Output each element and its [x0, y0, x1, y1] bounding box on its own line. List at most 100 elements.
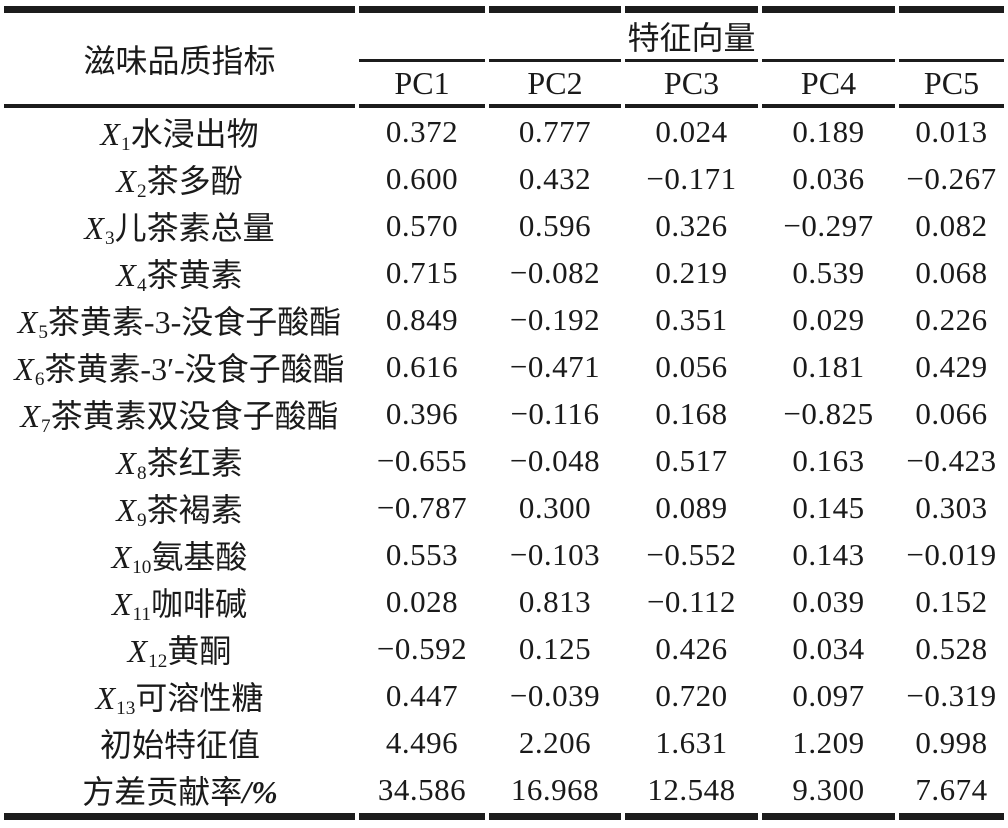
value-cell-pc2: 0.813 — [518, 583, 592, 619]
value-cell-pc4: 9.300 — [762, 766, 895, 820]
pca-eigenvector-table: 滋味品质指标 特征向量 PC1 PC2 PC3 PC4 PC5 X1水浸出物 0… — [0, 6, 1008, 820]
value-cell-pc4: 0.034 — [792, 630, 865, 666]
row-label: 茶红素 — [146, 444, 243, 481]
value-cell-pc3: 0.517 — [655, 442, 728, 478]
table-row: X7茶黄素双没食子酸酯 0.396 −0.116 0.168 −0.825 0.… — [4, 390, 1004, 437]
value-cell-pc4: 1.209 — [792, 724, 865, 760]
variable-subscript: 12 — [148, 650, 168, 672]
value-cell-pc5: 0.066 — [915, 395, 988, 431]
value-cell-pc2: 2.206 — [518, 724, 592, 760]
header-group-row: 滋味品质指标 特征向量 — [4, 6, 1004, 108]
variable-symbol: X — [100, 115, 120, 152]
table-body: X1水浸出物 0.372 0.777 0.024 0.189 0.013 X2茶… — [4, 108, 1004, 820]
variable-symbol: X — [84, 209, 104, 246]
value-cell-pc3: 12.548 — [625, 766, 758, 820]
table-row: X4茶黄素 0.715 −0.082 0.219 0.539 0.068 — [4, 249, 1004, 296]
value-cell-pc4: 0.181 — [792, 348, 865, 384]
value-cell-pc5: 0.152 — [915, 583, 988, 619]
table-row: X6茶黄素-3′-没食子酸酯 0.616 −0.471 0.056 0.181 … — [4, 343, 1004, 390]
row-label-suffix: /% — [242, 773, 278, 810]
value-cell-pc1: 4.496 — [385, 724, 459, 760]
value-cell-pc5: −0.267 — [906, 160, 997, 196]
value-cell-pc4: 0.145 — [792, 489, 865, 525]
row-label-cell: X12黄酮 — [4, 625, 355, 672]
table-row: X3儿茶素总量 0.570 0.596 0.326 −0.297 0.082 — [4, 202, 1004, 249]
variable-subscript: 3 — [104, 227, 115, 249]
value-cell-pc2: −0.471 — [509, 348, 601, 384]
variable-subscript: 10 — [132, 556, 152, 578]
value-cell-pc3: −0.112 — [646, 583, 737, 619]
value-cell-pc4: −0.297 — [783, 207, 874, 243]
value-cell-pc2: −0.103 — [509, 536, 601, 572]
row-label-cell: X4茶黄素 — [4, 249, 355, 296]
value-cell-pc2: −0.116 — [510, 395, 600, 431]
value-cell-pc3: 0.089 — [655, 489, 728, 525]
value-cell-pc1: 0.028 — [385, 583, 459, 619]
value-cell-pc1: 0.570 — [385, 207, 459, 243]
row-label: 水浸出物 — [130, 115, 259, 152]
row-label-cell: X8茶红素 — [4, 437, 355, 484]
row-label-cell: X13可溶性糖 — [4, 672, 355, 719]
value-cell-pc4: 0.039 — [792, 583, 865, 619]
variable-symbol: X — [116, 491, 136, 528]
value-cell-pc4: −0.825 — [783, 395, 874, 431]
value-cell-pc3: 0.351 — [655, 301, 728, 337]
group-header-segment — [359, 6, 485, 62]
table-row: X10氨基酸 0.553 −0.103 −0.552 0.143 −0.019 — [4, 531, 1004, 578]
col-header-pc5: PC5 — [899, 62, 1004, 108]
table-row: X8茶红素 −0.655 −0.048 0.517 0.163 −0.423 — [4, 437, 1004, 484]
row-label-cell: X10氨基酸 — [4, 531, 355, 578]
variable-symbol: X — [116, 444, 136, 481]
value-cell-pc3: 0.168 — [655, 395, 728, 431]
value-cell-pc1: 0.553 — [385, 536, 459, 572]
row-label: 茶多酚 — [146, 162, 243, 199]
variable-symbol: X — [116, 162, 136, 199]
value-cell-pc2: 0.300 — [518, 489, 592, 525]
col-header-taste-quality-indicator: 滋味品质指标 — [4, 6, 355, 108]
row-label: 黄酮 — [167, 632, 232, 669]
variable-subscript: 9 — [136, 509, 147, 531]
table-row: 方差贡献率/% 34.586 16.968 12.548 9.300 7.674 — [4, 766, 1004, 820]
value-cell-pc2: 0.777 — [518, 113, 592, 149]
value-cell-pc4: 0.036 — [792, 160, 865, 196]
variable-symbol: X — [20, 397, 40, 434]
value-cell-pc4: 0.539 — [792, 254, 865, 290]
row-label-cell: X11咖啡碱 — [4, 578, 355, 625]
value-cell-pc1: −0.655 — [376, 442, 468, 478]
value-cell-pc1: 0.616 — [385, 348, 459, 384]
value-cell-pc5: 7.674 — [899, 766, 1004, 820]
row-label-cell: X9茶褐素 — [4, 484, 355, 531]
group-header-segment — [762, 6, 895, 62]
col-header-pc1: PC1 — [359, 62, 485, 108]
value-cell-pc1: 0.715 — [385, 254, 459, 290]
value-cell-pc2: −0.192 — [509, 301, 601, 337]
row-label: 茶黄素-3-没食子酸酯 — [47, 303, 342, 340]
value-cell-pc1: 0.396 — [385, 395, 459, 431]
header-pc-row: PC1 PC2 PC3 PC4 PC5 — [4, 62, 1004, 108]
row-label-cell: 初始特征值 — [4, 719, 355, 766]
table-row: X11咖啡碱 0.028 0.813 −0.112 0.039 0.152 — [4, 578, 1004, 625]
value-cell-pc5: 0.998 — [915, 724, 988, 760]
group-header-segment — [899, 6, 1004, 62]
value-cell-pc2: −0.082 — [509, 254, 601, 290]
table-row: X5茶黄素-3-没食子酸酯 0.849 −0.192 0.351 0.029 0… — [4, 296, 1004, 343]
row-label: 初始特征值 — [99, 726, 260, 763]
variable-subscript: 2 — [136, 180, 147, 202]
variable-subscript: 1 — [120, 133, 131, 155]
value-cell-pc4: 0.163 — [792, 442, 865, 478]
variable-symbol: X — [127, 632, 148, 669]
value-cell-pc5: −0.319 — [906, 677, 997, 713]
row-label: 茶黄素 — [146, 256, 243, 293]
table-row: X12黄酮 −0.592 0.125 0.426 0.034 0.528 — [4, 625, 1004, 672]
row-label: 茶黄素-3′-没食子酸酯 — [44, 350, 345, 387]
value-cell-pc3: −0.171 — [646, 160, 737, 196]
table-header: 滋味品质指标 特征向量 PC1 PC2 PC3 PC4 PC5 — [4, 6, 1004, 108]
value-cell-pc3: 0.426 — [655, 630, 728, 666]
variable-subscript: 5 — [38, 321, 48, 343]
value-cell-pc2: 0.125 — [518, 630, 592, 666]
row-label-cell: X3儿茶素总量 — [4, 202, 355, 249]
value-cell-pc3: 0.056 — [655, 348, 728, 384]
value-cell-pc3: −0.552 — [646, 536, 737, 572]
value-cell-pc2: 0.596 — [518, 207, 592, 243]
table-row: X9茶褐素 −0.787 0.300 0.089 0.145 0.303 — [4, 484, 1004, 531]
